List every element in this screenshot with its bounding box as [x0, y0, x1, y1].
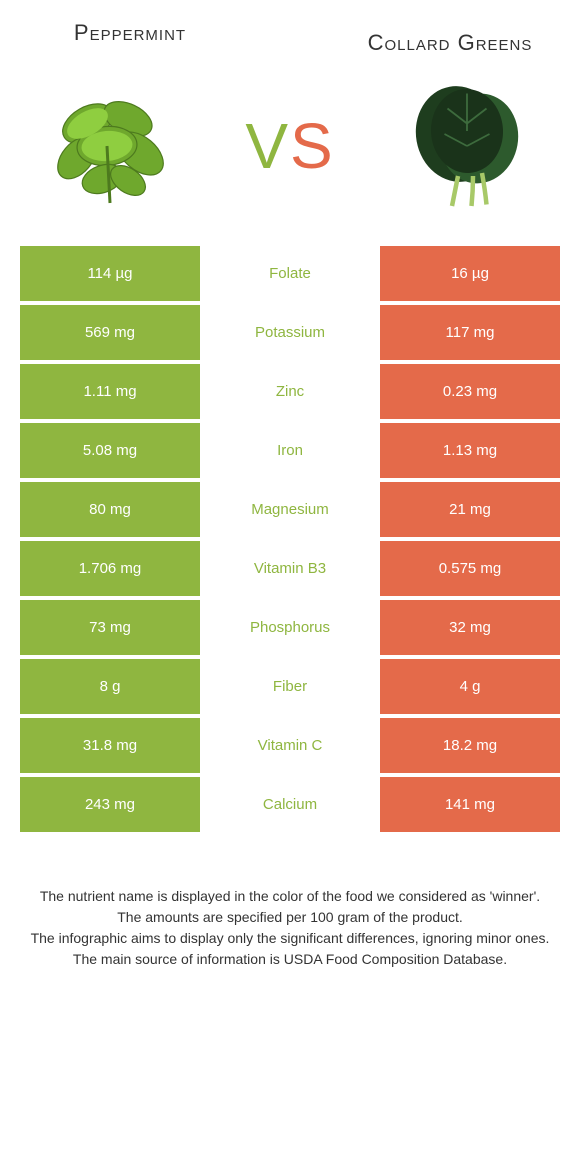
table-row: 1.706 mg Vitamin B3 0.575 mg — [20, 541, 560, 596]
table-row: 5.08 mg Iron 1.13 mg — [20, 423, 560, 478]
left-value: 5.08 mg — [20, 423, 200, 478]
right-value: 21 mg — [380, 482, 560, 537]
left-value: 80 mg — [20, 482, 200, 537]
left-value: 31.8 mg — [20, 718, 200, 773]
table-row: 73 mg Phosphorus 32 mg — [20, 600, 560, 655]
right-value: 18.2 mg — [380, 718, 560, 773]
collard-greens-icon — [390, 66, 550, 226]
right-value: 32 mg — [380, 600, 560, 655]
vs-v-letter: V — [245, 110, 290, 182]
nutrient-name: Potassium — [200, 305, 380, 360]
comparison-table: 114 µg Folate 16 µg 569 mg Potassium 117… — [20, 246, 560, 832]
left-value: 73 mg — [20, 600, 200, 655]
footer-line: The nutrient name is displayed in the co… — [30, 886, 550, 907]
table-row: 80 mg Magnesium 21 mg — [20, 482, 560, 537]
right-value: 0.575 mg — [380, 541, 560, 596]
infographic-container: Peppermint Collard Greens — [0, 0, 580, 990]
header: Peppermint Collard Greens — [0, 0, 580, 66]
nutrient-name: Fiber — [200, 659, 380, 714]
vs-label: VS — [190, 109, 390, 183]
right-value: 117 mg — [380, 305, 560, 360]
footer-notes: The nutrient name is displayed in the co… — [0, 836, 580, 990]
right-value: 0.23 mg — [380, 364, 560, 419]
nutrient-name: Vitamin B3 — [200, 541, 380, 596]
nutrient-name: Iron — [200, 423, 380, 478]
right-value: 4 g — [380, 659, 560, 714]
right-value: 141 mg — [380, 777, 560, 832]
right-food-title: Collard Greens — [350, 20, 550, 56]
table-row: 114 µg Folate 16 µg — [20, 246, 560, 301]
table-row: 8 g Fiber 4 g — [20, 659, 560, 714]
nutrient-name: Phosphorus — [200, 600, 380, 655]
footer-line: The amounts are specified per 100 gram o… — [30, 907, 550, 928]
left-value: 1.11 mg — [20, 364, 200, 419]
right-value: 1.13 mg — [380, 423, 560, 478]
nutrient-name: Calcium — [200, 777, 380, 832]
vs-row: VS — [0, 66, 580, 246]
footer-line: The main source of information is USDA F… — [30, 949, 550, 970]
nutrient-name: Magnesium — [200, 482, 380, 537]
footer-line: The infographic aims to display only the… — [30, 928, 550, 949]
left-food-title: Peppermint — [30, 20, 230, 46]
vs-s-letter: S — [290, 110, 335, 182]
table-row: 1.11 mg Zinc 0.23 mg — [20, 364, 560, 419]
nutrient-name: Vitamin C — [200, 718, 380, 773]
left-value: 114 µg — [20, 246, 200, 301]
left-value: 243 mg — [20, 777, 200, 832]
left-value: 569 mg — [20, 305, 200, 360]
nutrient-name: Folate — [200, 246, 380, 301]
left-value: 1.706 mg — [20, 541, 200, 596]
table-row: 31.8 mg Vitamin C 18.2 mg — [20, 718, 560, 773]
peppermint-icon — [30, 66, 190, 226]
table-row: 243 mg Calcium 141 mg — [20, 777, 560, 832]
right-value: 16 µg — [380, 246, 560, 301]
nutrient-name: Zinc — [200, 364, 380, 419]
table-row: 569 mg Potassium 117 mg — [20, 305, 560, 360]
left-value: 8 g — [20, 659, 200, 714]
